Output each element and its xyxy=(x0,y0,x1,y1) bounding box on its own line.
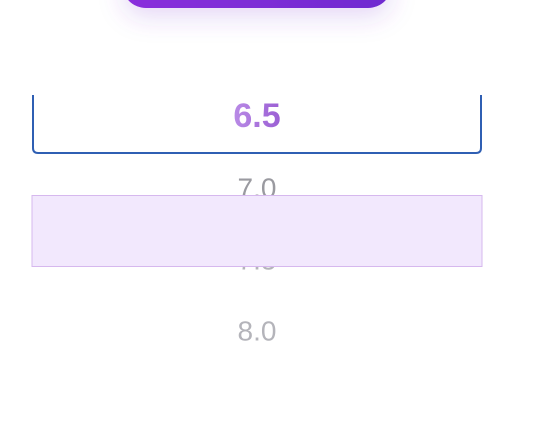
action-button[interactable] xyxy=(122,0,392,8)
selected-box[interactable] xyxy=(32,95,482,154)
highlight-band xyxy=(31,195,483,267)
selected-value: 6.5 xyxy=(233,97,280,135)
option-value[interactable]: 8.0 xyxy=(238,315,277,346)
